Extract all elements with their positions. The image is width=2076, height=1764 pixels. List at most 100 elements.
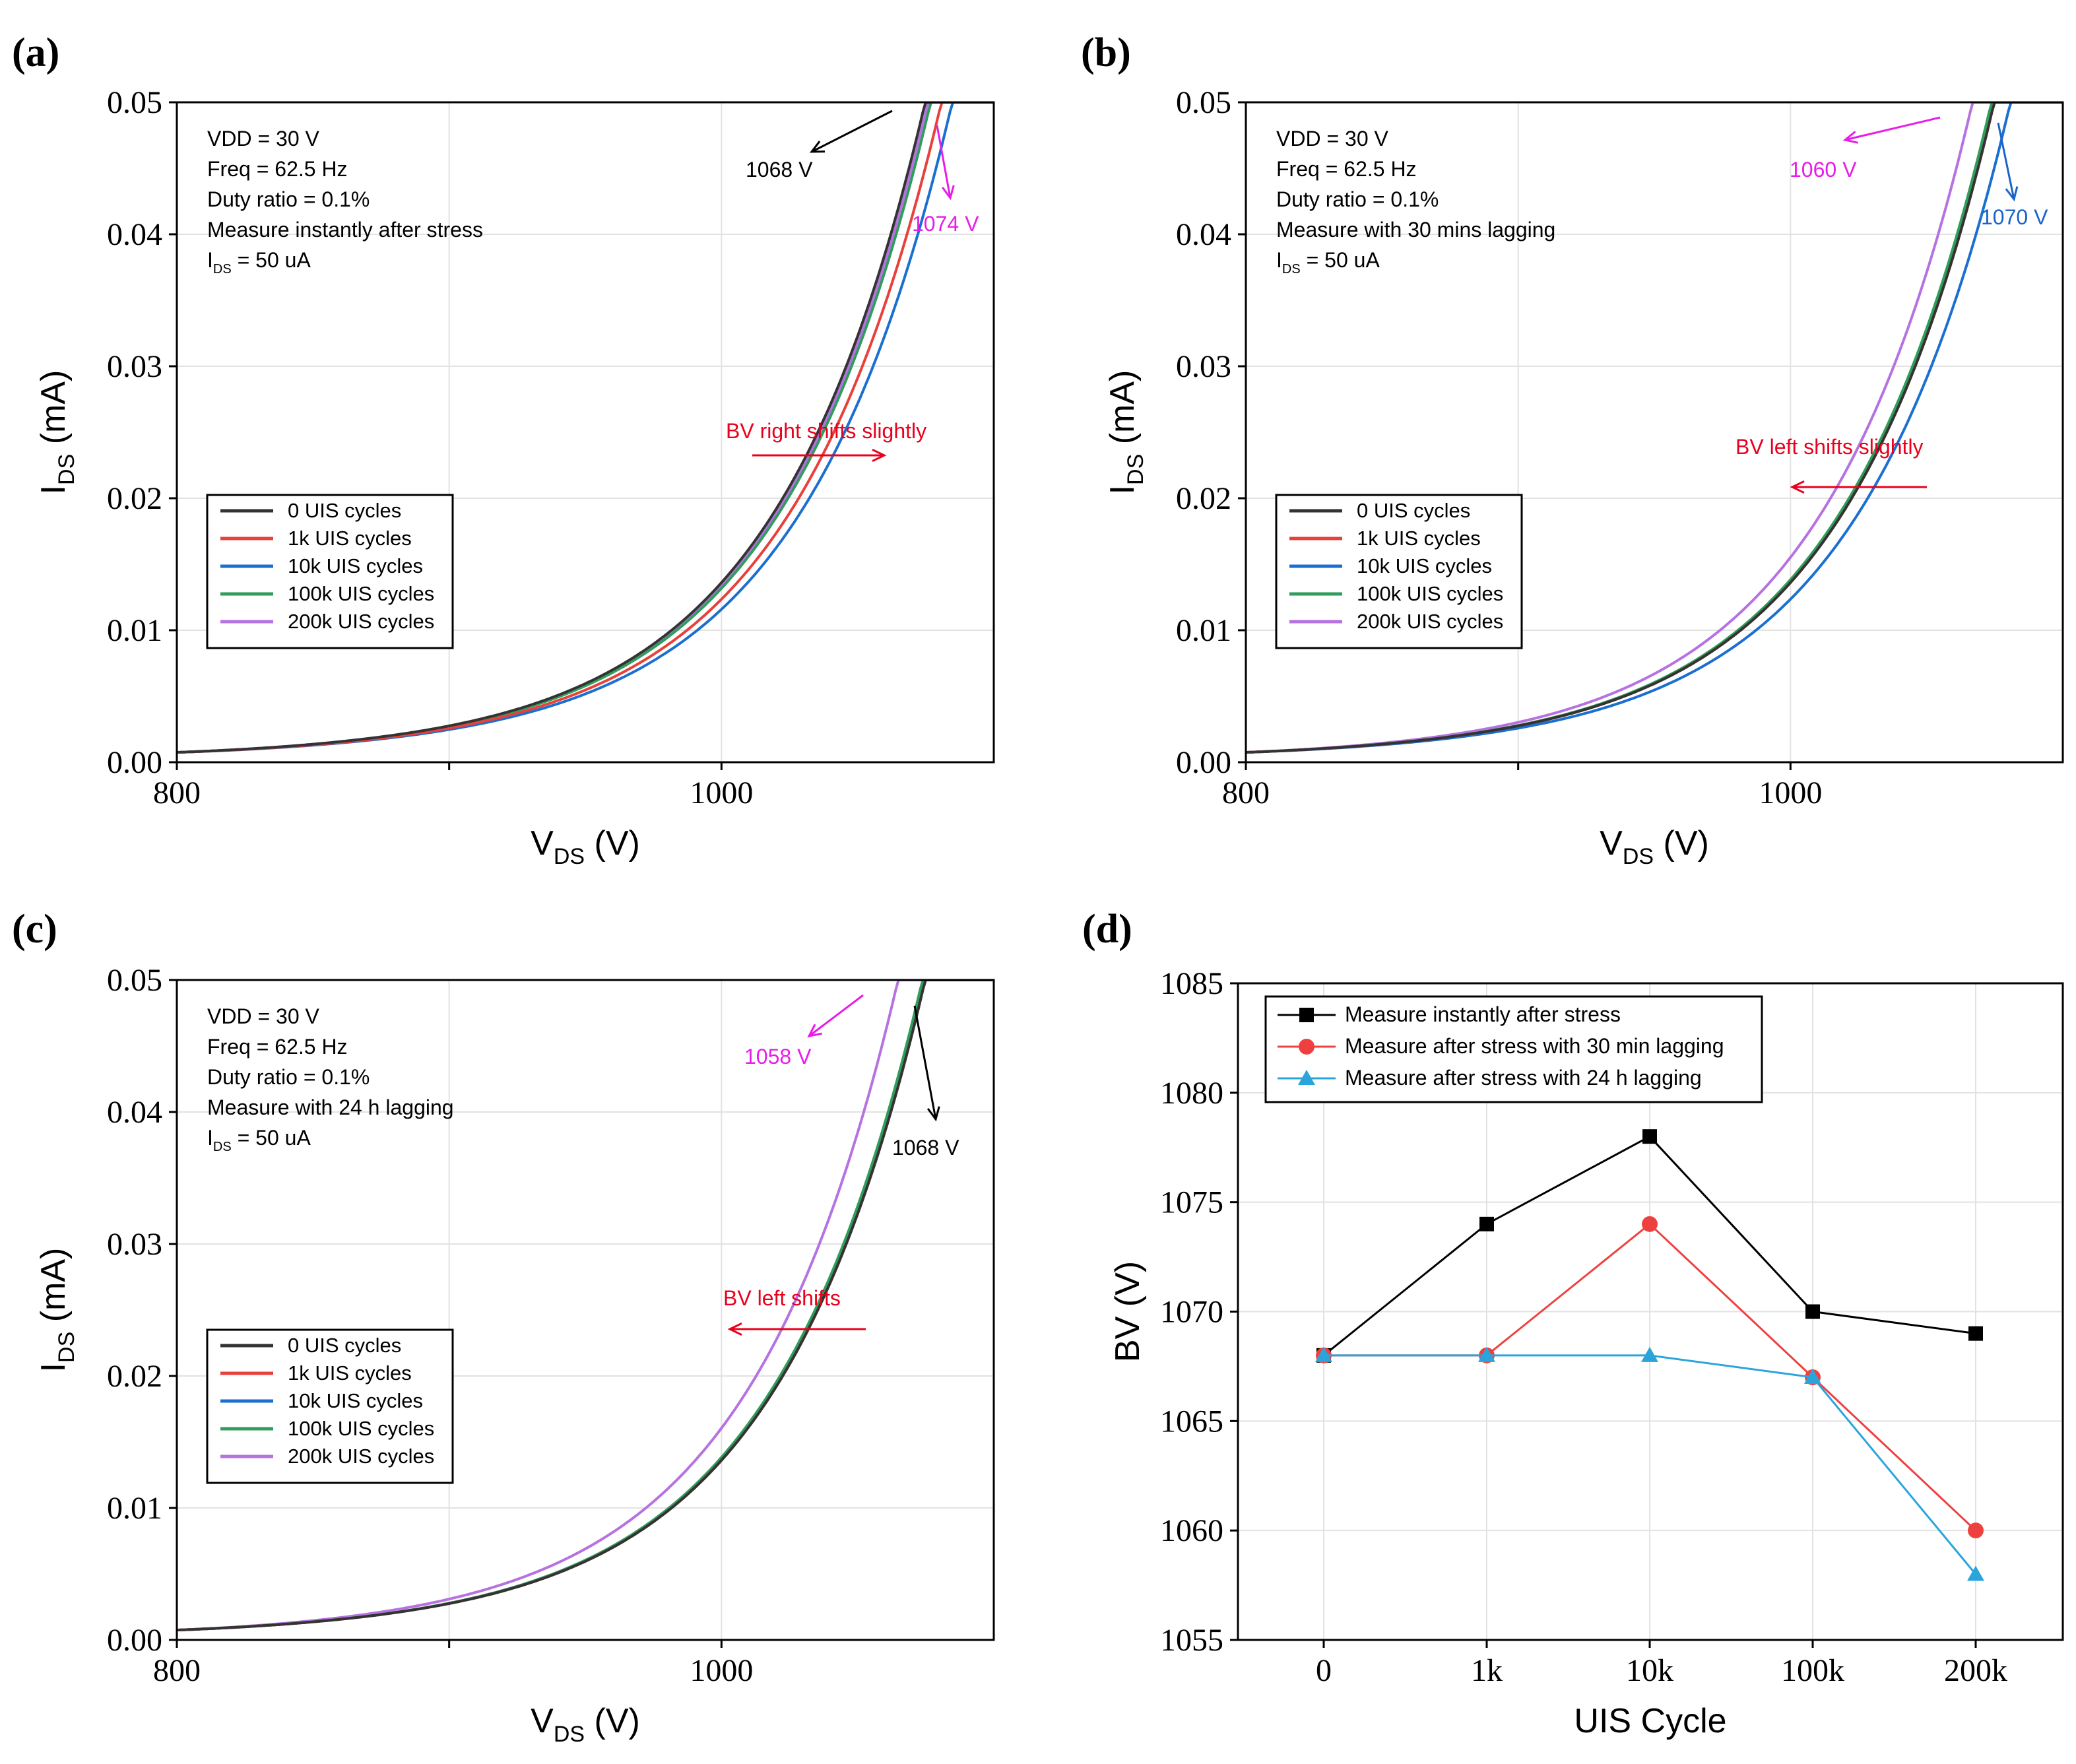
- condition-text-b: Duty ratio = 0.1%: [1276, 187, 1439, 211]
- legend-label-c-1: 1k UIS cycles: [288, 1361, 412, 1385]
- y-tick-label-b: 0.00: [1176, 745, 1231, 780]
- annotation-arrow-1074v-head: [942, 185, 955, 201]
- annotation-arrow-1068v-head: [926, 1106, 940, 1122]
- legend-label-d-2: Measure after stress with 24 h lagging: [1345, 1066, 1702, 1090]
- annotation-1068v: 1068 V: [892, 1136, 959, 1160]
- annotation-arrow-shift-head: [872, 448, 887, 463]
- condition-text-a: Freq = 62.5 Hz: [207, 157, 348, 181]
- x-tick-label-d: 10k: [1626, 1653, 1673, 1688]
- legend-label-d-0: Measure instantly after stress: [1345, 1002, 1621, 1026]
- legend-label-b-0: 0 UIS cycles: [1357, 499, 1470, 522]
- legend-label-a-4: 200k UIS cycles: [288, 610, 434, 633]
- legend-label-d-1: Measure after stress with 30 min lagging: [1345, 1034, 1724, 1058]
- y-tick-label-c: 0.03: [107, 1227, 162, 1262]
- data-point-circle: [1968, 1522, 1984, 1539]
- x-axis-label-d: UIS Cycle: [1574, 1702, 1726, 1740]
- annotation-arrow-1068v: [913, 1005, 937, 1120]
- y-tick-label-a: 0.01: [107, 613, 162, 648]
- y-tick-label-d: 1065: [1160, 1404, 1223, 1439]
- series-line-b-0: [1246, 102, 2063, 754]
- annotation-arrow-1060v: [1844, 116, 1941, 141]
- y-axis-label-b: IDS (mA): [1103, 370, 1148, 495]
- annotation-arrow-shift-head: [727, 1322, 742, 1336]
- condition-text-b: VDD = 30 V: [1276, 127, 1389, 150]
- legend-label-a-0: 0 UIS cycles: [288, 499, 401, 522]
- x-tick-label-d: 1k: [1471, 1653, 1503, 1688]
- y-tick-label-a: 0.04: [107, 217, 162, 252]
- legend-label-c-2: 10k UIS cycles: [288, 1389, 423, 1412]
- data-point-square: [1805, 1304, 1820, 1319]
- data-point-circle: [1642, 1216, 1658, 1232]
- legend-label-b-1: 1k UIS cycles: [1357, 527, 1481, 550]
- annotation-shift: BV left shifts slightly: [1735, 435, 1924, 459]
- x-axis-label-c: VDS (V): [531, 1702, 640, 1747]
- x-tick-label-a: 1000: [690, 775, 753, 810]
- y-tick-label-c: 0.00: [107, 1623, 162, 1658]
- data-point-square: [1479, 1216, 1494, 1231]
- y-tick-label-d: 1085: [1160, 966, 1223, 1001]
- condition-text-a: VDD = 30 V: [207, 127, 320, 150]
- data-point-triangle: [1315, 1346, 1332, 1362]
- data-point-triangle: [1641, 1346, 1658, 1362]
- annotation-arrow-shift-head: [1790, 480, 1805, 494]
- y-axis-label-d: BV (V): [1109, 1261, 1147, 1362]
- annotation-shift: BV left shifts: [723, 1286, 841, 1310]
- annotation-arrow-1074v: [936, 125, 952, 199]
- y-tick-label-d: 1075: [1160, 1185, 1223, 1220]
- legend-label-b-4: 200k UIS cycles: [1357, 610, 1503, 633]
- data-point-triangle: [1967, 1565, 1984, 1581]
- y-tick-label-c: 0.04: [107, 1095, 162, 1130]
- series-line-a-0: [177, 102, 994, 754]
- panel-label-b: (b): [1081, 30, 1131, 75]
- y-tick-label-b: 0.04: [1176, 217, 1231, 252]
- condition-text-c: VDD = 30 V: [207, 1004, 320, 1028]
- panel-label-c: (c): [12, 907, 57, 952]
- condition-text-a: Measure instantly after stress: [207, 218, 483, 242]
- x-axis-label-a: VDS (V): [531, 824, 640, 869]
- condition-text-c: Duty ratio = 0.1%: [207, 1065, 370, 1089]
- x-tick-label-d: 100k: [1781, 1653, 1844, 1688]
- y-tick-label-d: 1055: [1160, 1623, 1223, 1658]
- legend-marker-circle: [1299, 1039, 1314, 1055]
- y-tick-label-a: 0.02: [107, 481, 162, 516]
- annotation-arrow-1058v-head: [807, 1024, 822, 1038]
- annotation-arrow-1060v-head: [1842, 131, 1858, 144]
- y-tick-label-b: 0.01: [1176, 613, 1231, 648]
- x-tick-label-a: 800: [153, 775, 201, 810]
- annotation-1070v: 1070 V: [1981, 205, 2048, 229]
- plot-frame-c: [176, 979, 995, 1641]
- annotation-arrow-1058v: [808, 994, 864, 1037]
- y-tick-label-d: 1080: [1160, 1076, 1223, 1111]
- legend-box-a: [206, 494, 454, 649]
- ids-condition-a: IDS = 50 uA: [207, 248, 311, 277]
- annotation-1060v: 1060 V: [1790, 158, 1857, 181]
- x-tick-label-c: 1000: [690, 1653, 753, 1688]
- plot-frame-b: [1245, 101, 2064, 764]
- y-tick-label-b: 0.03: [1176, 349, 1231, 384]
- x-tick-label-c: 800: [153, 1653, 201, 1688]
- x-tick-label-b: 800: [1222, 775, 1270, 810]
- annotation-arrow-1068v: [811, 110, 893, 153]
- legend-label-a-3: 100k UIS cycles: [288, 582, 434, 605]
- legend-box-d: [1264, 995, 1763, 1103]
- legend-marker-square: [1299, 1008, 1314, 1022]
- data-point-square: [1642, 1129, 1657, 1144]
- annotation-arrow-1070v-head: [2005, 186, 2019, 202]
- legend-box-c: [206, 1328, 454, 1484]
- panel-label-a: (a): [12, 30, 59, 75]
- x-tick-label-d: 200k: [1944, 1653, 2007, 1688]
- ids-condition-c: IDS = 50 uA: [207, 1126, 311, 1154]
- y-tick-label-b: 0.02: [1176, 481, 1231, 516]
- y-tick-label-a: 0.00: [107, 745, 162, 780]
- data-point-triangle: [1804, 1369, 1821, 1384]
- legend-label-b-2: 10k UIS cycles: [1357, 554, 1492, 577]
- y-tick-label-c: 0.01: [107, 1491, 162, 1526]
- condition-text-b: Measure with 30 mins lagging: [1276, 218, 1555, 242]
- x-tick-label-b: 1000: [1759, 775, 1822, 810]
- y-tick-label-a: 0.05: [107, 85, 162, 120]
- condition-text-b: Freq = 62.5 Hz: [1276, 157, 1417, 181]
- plot-frame-a: [176, 101, 995, 764]
- x-axis-label-b: VDS (V): [1600, 824, 1709, 869]
- annotation-1074v: 1074 V: [912, 212, 979, 236]
